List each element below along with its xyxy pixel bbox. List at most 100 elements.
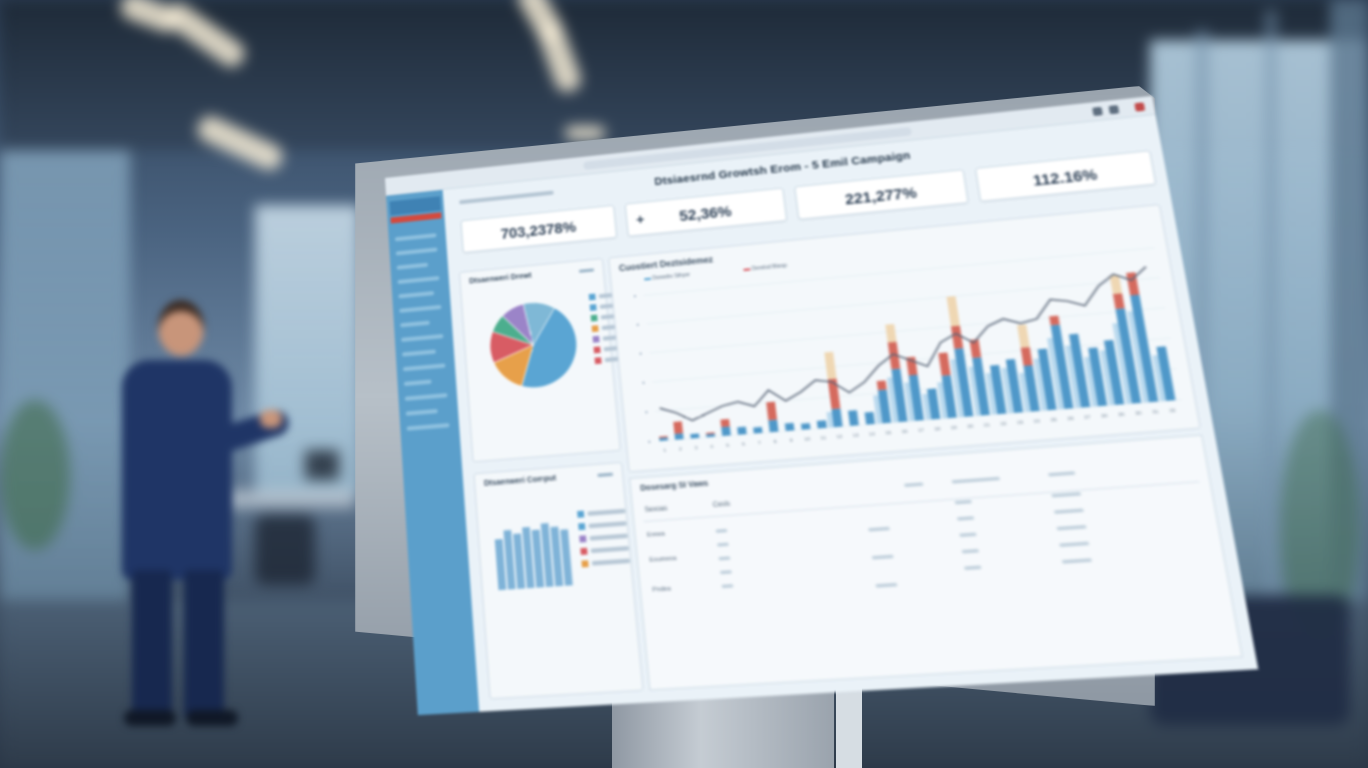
sidebar-item[interactable] xyxy=(397,275,440,285)
x-tick-label: 11 xyxy=(820,435,827,441)
kpi-card[interactable]: 703,2378% xyxy=(460,204,618,254)
chart-bar xyxy=(816,420,827,429)
table-cell: Pndea xyxy=(652,585,672,594)
chart-bar xyxy=(847,410,859,426)
table-header xyxy=(904,482,924,488)
presenter-hand xyxy=(260,410,282,428)
table-cell xyxy=(718,556,731,561)
table-header xyxy=(951,476,1001,484)
sidebar-item[interactable] xyxy=(396,262,429,270)
legend-label xyxy=(591,558,631,566)
kpi-value: 703,2378% xyxy=(500,218,577,243)
sidebar-item[interactable] xyxy=(406,422,450,431)
y-tick xyxy=(639,352,642,355)
table-cell xyxy=(959,532,977,538)
legend-swatch xyxy=(594,357,602,365)
table-title: Dosesarg SI Vaws xyxy=(640,479,709,493)
legend-swatch xyxy=(591,325,599,333)
chart-bar xyxy=(753,426,763,434)
chart-bar xyxy=(885,323,897,343)
close-icon[interactable] xyxy=(1134,102,1146,112)
chart-bar xyxy=(690,433,700,439)
legend-item xyxy=(581,558,631,568)
sidebar-item[interactable] xyxy=(395,247,438,256)
sidebar-item[interactable] xyxy=(404,393,448,401)
x-tick-label: 20 xyxy=(967,423,974,429)
table-cell xyxy=(716,542,729,547)
ceiling-light xyxy=(565,126,605,140)
growth-chart: 1 2 3 4 5 6 7 8 9 10 11 12 13 14 15 16 17 18 19 20 21 22 23 24 2… xyxy=(633,236,1194,453)
x-tick-label: 23 xyxy=(1017,419,1025,425)
kpi-card[interactable]: 221,277% xyxy=(794,169,969,220)
maximize-icon[interactable] xyxy=(1108,105,1120,115)
legend-label xyxy=(589,533,629,541)
kpi-card[interactable]: 112.16% xyxy=(974,150,1157,202)
presenter-shoe xyxy=(186,710,238,726)
pie-slice xyxy=(523,301,557,346)
x-tick-label: 16 xyxy=(901,428,908,434)
bar-panel-title: Dtsaenweri Comput xyxy=(483,474,557,488)
kpi-card[interactable]: + 52,36% xyxy=(624,187,788,237)
x-tick-label: 29 xyxy=(1118,411,1126,417)
legend-item xyxy=(580,545,630,555)
legend-item xyxy=(591,321,653,333)
plant xyxy=(0,400,70,550)
presenter-leg xyxy=(184,570,224,720)
x-tick-label: 18 xyxy=(934,426,941,432)
chart-bar xyxy=(864,411,876,425)
table-cell xyxy=(715,528,728,534)
legend-swatch xyxy=(590,314,598,322)
sidebar-item[interactable] xyxy=(405,408,438,416)
legend-label xyxy=(587,508,626,516)
y-tick xyxy=(636,323,639,326)
window xyxy=(255,205,360,495)
x-tick-label: 3 xyxy=(694,445,698,451)
chart-bar xyxy=(800,423,811,430)
chart-bar xyxy=(1017,324,1030,348)
mini-bar-chart xyxy=(494,523,573,591)
legend-item xyxy=(578,521,627,531)
table-cell xyxy=(875,582,898,588)
pie-panel: Dtsaenweri Drewt xyxy=(458,258,656,463)
table-header: Cesls xyxy=(712,501,731,510)
sidebar-item[interactable] xyxy=(402,363,446,372)
table-cell: Erewa xyxy=(646,530,666,539)
minimize-icon[interactable] xyxy=(1092,106,1103,117)
legend-swatch xyxy=(578,522,586,531)
x-tick-label: 1 xyxy=(663,447,667,453)
panel-menu-icon[interactable] xyxy=(597,472,614,478)
legend-item xyxy=(577,508,626,518)
presenter-torso xyxy=(122,360,232,580)
background-monitor xyxy=(305,450,339,480)
sidebar-item[interactable] xyxy=(398,290,435,299)
x-tick-label: 30 xyxy=(1135,410,1143,416)
table-header: Sexoas xyxy=(644,505,668,515)
y-tick xyxy=(648,440,651,444)
chart-bar xyxy=(784,422,795,432)
table-cell xyxy=(871,554,894,560)
pie-chart xyxy=(481,293,586,397)
legend-swatch xyxy=(579,535,587,543)
kpi-value: 52,36% xyxy=(678,202,733,225)
sidebar-item[interactable] xyxy=(400,320,430,328)
x-tick-label: 5 xyxy=(726,442,730,448)
x-tick-label: 17 xyxy=(917,427,924,433)
chart-bar xyxy=(720,418,730,428)
table-header xyxy=(1047,471,1076,477)
panel-menu-icon[interactable] xyxy=(578,268,595,273)
y-tick xyxy=(645,411,648,414)
dashboard-screen: Dtsiaesrnd Growtsh Erom - 5 Emil Campaig… xyxy=(385,95,1259,716)
legend-swatch xyxy=(581,560,589,568)
chart-bar xyxy=(946,296,960,327)
sidebar-item[interactable] xyxy=(401,333,444,342)
legend-swatch xyxy=(743,267,751,271)
legend-label xyxy=(588,521,627,529)
x-tick-label: 24 xyxy=(1033,418,1041,424)
sidebar-item[interactable] xyxy=(401,349,436,357)
sidebar-item[interactable] xyxy=(403,379,432,387)
chart-bar xyxy=(673,421,684,434)
x-tick-label: 10 xyxy=(804,436,811,442)
sidebar-item[interactable] xyxy=(394,233,437,242)
x-tick-label: 27 xyxy=(1084,414,1092,420)
sidebar-item[interactable] xyxy=(399,304,442,313)
